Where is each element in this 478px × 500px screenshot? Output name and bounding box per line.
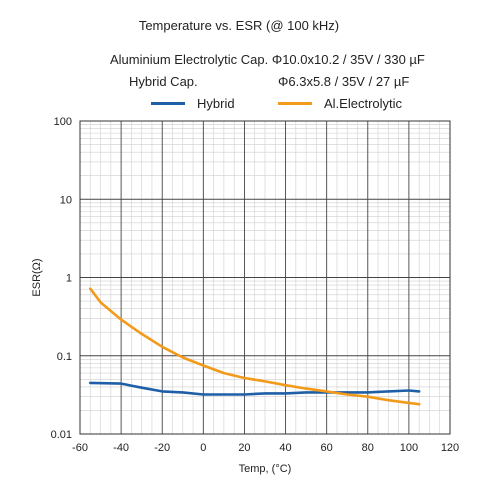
series-line-hybrid	[89, 381, 421, 396]
y-axis-label: ESR(Ω)	[31, 258, 43, 296]
x-tick-label: 20	[238, 442, 250, 454]
y-tick-label: 100	[54, 116, 72, 128]
plot-frame	[79, 120, 451, 435]
legend-item-hybrid: Hybrid	[151, 95, 235, 111]
x-tick-label: 60	[321, 442, 333, 454]
x-tick-label: 40	[279, 442, 291, 454]
legend-label-al-electrolytic: Al.Electrolytic	[324, 95, 403, 111]
x-tick-label: 120	[441, 442, 459, 454]
x-tick-label: 80	[362, 442, 374, 454]
legend-item-al-electrolytic: Al.Electrolytic	[278, 95, 402, 111]
x-tick-label: 0	[200, 442, 206, 454]
subtitle-hybrid-spec: Φ6.3x5.8 / 35V / 27 µF	[278, 74, 410, 89]
series-line-al-electrolytic	[89, 287, 421, 406]
x-tick-label: -60	[72, 442, 88, 454]
y-tick-label: 1	[66, 273, 72, 285]
subtitle-hybrid: Hybrid Cap.	[129, 74, 198, 89]
x-tick-label: -40	[113, 442, 129, 454]
chart-title: Temperature vs. ESR (@ 100 kHz)	[138, 18, 340, 33]
x-tick-label: -20	[154, 442, 170, 454]
x-axis-label: Temp, (°C)	[239, 463, 292, 475]
y-tick-label: 0.01	[51, 429, 72, 441]
y-tick-label: 10	[60, 194, 72, 206]
legend-label-hybrid: Hybrid	[197, 95, 235, 111]
x-tick-label: 100	[400, 442, 418, 454]
subtitle-al-electrolytic: Aluminium Electrolytic Cap. Φ10.0x10.2 /…	[110, 52, 425, 67]
series-layer	[89, 287, 421, 406]
legend-swatch-al-electrolytic	[278, 101, 312, 105]
y-tick-label: 0.1	[57, 351, 72, 363]
y-tick-labels: 0.01 0.1 1 10 100	[51, 116, 72, 441]
x-tick-labels: -60 -40 -20 0 20 40 60 80 100 120	[72, 442, 459, 454]
legend-swatch-hybrid	[151, 101, 185, 105]
